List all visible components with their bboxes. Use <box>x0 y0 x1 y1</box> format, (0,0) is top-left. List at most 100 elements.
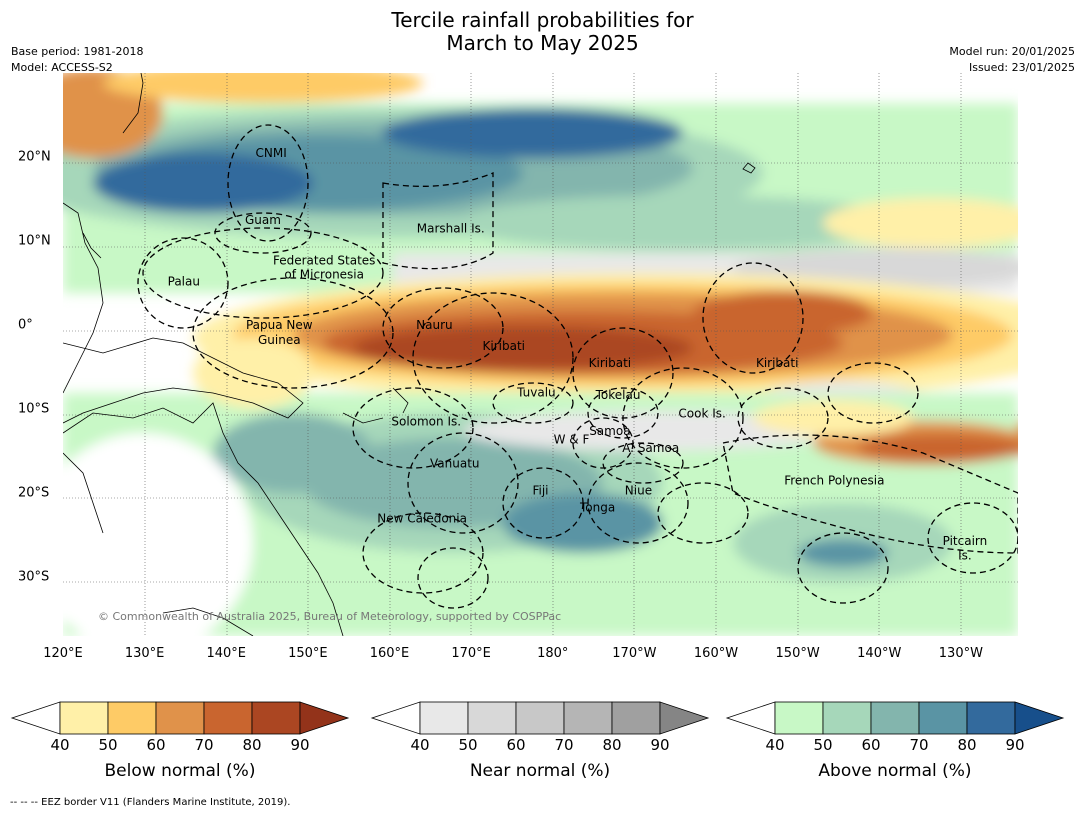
coastlines <box>63 73 756 636</box>
colorbar-segment <box>611 701 661 735</box>
region-label: of Micronesia <box>284 268 364 282</box>
latitude-label: 10°N <box>18 233 51 249</box>
colorbar-segment <box>515 701 565 735</box>
colorbar-tick-label: 90 <box>1005 736 1024 754</box>
longitude-label: 140°E <box>206 646 246 661</box>
colorbar: 40 50 60 70 80 90 <box>370 701 710 754</box>
colorbar-tick-label: 90 <box>650 736 669 754</box>
longitude-label: 160°W <box>693 646 739 661</box>
map-title-line2: March to May 2025 <box>446 31 639 55</box>
region-label: Tuvalu <box>516 385 556 399</box>
region-label: French Polynesia <box>784 474 884 488</box>
colorbar-tick-label: 40 <box>410 736 429 754</box>
colorbar-tick-label: 70 <box>909 736 928 754</box>
colorbar-tick-label: 70 <box>554 736 573 754</box>
colorbar-segment <box>251 701 301 735</box>
colorbar-high-extend <box>1014 701 1065 735</box>
colorbars: 40 50 60 70 80 90 40 50 60 70 80 90 40 50 60 70 80 90 <box>10 701 1065 754</box>
colorbar-tick-label: 40 <box>765 736 784 754</box>
colorbar: 40 50 60 70 80 90 <box>10 701 350 754</box>
longitude-label: 130°E <box>124 646 165 661</box>
region-label: Kiribati <box>483 339 525 353</box>
colorbar-tick-label: 80 <box>602 736 621 754</box>
colorbar-tick-label: 50 <box>813 736 832 754</box>
colorbar: 40 50 60 70 80 90 <box>725 701 1065 754</box>
colorbar-tick-label: 80 <box>957 736 976 754</box>
colorbar-segment <box>822 701 872 735</box>
model-name: Model: ACCESS-S2 <box>11 61 113 74</box>
region-label: CNMI <box>256 146 287 160</box>
latitude-label: 20°S <box>18 485 50 501</box>
region-label: Cook Is. <box>678 406 725 420</box>
eez-borders <box>137 124 1018 609</box>
longitude-label: 150°W <box>775 646 820 661</box>
region-label: Tokelau <box>595 388 641 402</box>
colorbar-tick-label: 40 <box>50 736 69 754</box>
region-label: Vanuatu <box>430 457 480 471</box>
region-label: W & F <box>554 432 590 446</box>
longitude-label: 160°E <box>369 646 410 661</box>
colorbar-tick-label: 90 <box>290 736 309 754</box>
colorbar-title: Below normal (%) <box>104 761 256 781</box>
colorbar-low-extend <box>10 701 61 735</box>
model-run: Model run: 20/01/2025 <box>949 45 1075 58</box>
region-label: Nauru <box>416 318 452 332</box>
region-label: A. Samoa <box>622 441 679 455</box>
colorbar-segment <box>155 701 205 735</box>
latitude-label: 20°N <box>18 149 51 165</box>
colorbar-segment <box>870 701 920 735</box>
colorbar-segment <box>774 701 824 735</box>
colorbar-segment <box>59 701 109 735</box>
colorbar-tick-label: 70 <box>194 736 213 754</box>
latitude-label: 0° <box>18 317 33 333</box>
region-label: Guinea <box>258 333 301 347</box>
region-label: Kiribati <box>589 356 631 370</box>
colorbar-segment <box>419 701 469 735</box>
region-label: Solomon Is. <box>391 415 461 429</box>
colorbar-tick-label: 60 <box>861 736 880 754</box>
colorbar-title: Near normal (%) <box>469 761 611 781</box>
map-title-line1: Tercile rainfall probabilities for <box>391 8 694 32</box>
region-label: Guam <box>245 213 281 227</box>
colorbar-tick-label: 80 <box>242 736 261 754</box>
longitude-label: 150°E <box>288 646 328 661</box>
copyright-notice: © Commonwealth of Australia 2025, Bureau… <box>98 610 561 623</box>
region-label: Niue <box>625 484 652 498</box>
graticule <box>63 73 1018 636</box>
colorbar-tick-label: 60 <box>506 736 525 754</box>
region-label: Pitcairn <box>943 534 988 548</box>
region-label: Papua New <box>246 318 313 332</box>
colorbar-segment <box>107 701 157 735</box>
colorbar-title: Above normal (%) <box>818 761 972 781</box>
longitude-label: 120°E <box>43 646 83 661</box>
colorbar-high-extend <box>659 701 710 735</box>
colorbar-segment <box>918 701 968 735</box>
colorbar-low-extend <box>370 701 421 735</box>
longitude-label: 130°W <box>938 646 983 661</box>
region-label: New Caledonia <box>377 511 467 525</box>
region-label: Marshall Is. <box>417 221 485 235</box>
region-label: Tonga <box>579 500 615 514</box>
region-label: Samoa <box>589 424 630 438</box>
longitude-label: 180° <box>537 646 569 661</box>
colorbar-segment <box>563 701 613 735</box>
region-label: Fiji <box>532 484 548 498</box>
longitude-label: 170°W <box>612 646 657 661</box>
region-label: Palau <box>168 274 200 288</box>
longitude-label: 170°E <box>451 646 491 661</box>
colorbar-tick-label: 60 <box>146 736 165 754</box>
latitude-label: 30°S <box>18 569 50 585</box>
colorbar-tick-label: 50 <box>98 736 117 754</box>
colorbar-low-extend <box>725 701 776 735</box>
region-label: Kiribati <box>756 356 798 370</box>
colorbar-segment <box>966 701 1016 735</box>
longitude-label: 140°W <box>857 646 902 661</box>
region-label: Is. <box>958 548 972 562</box>
base-period: Base period: 1981-2018 <box>11 45 144 58</box>
region-label: Federated States <box>273 253 375 267</box>
rainfall-shading <box>63 73 1018 636</box>
colorbar-tick-label: 50 <box>458 736 477 754</box>
eez-footnote: -- -- -- EEZ border V11 (Flanders Marine… <box>10 797 291 808</box>
